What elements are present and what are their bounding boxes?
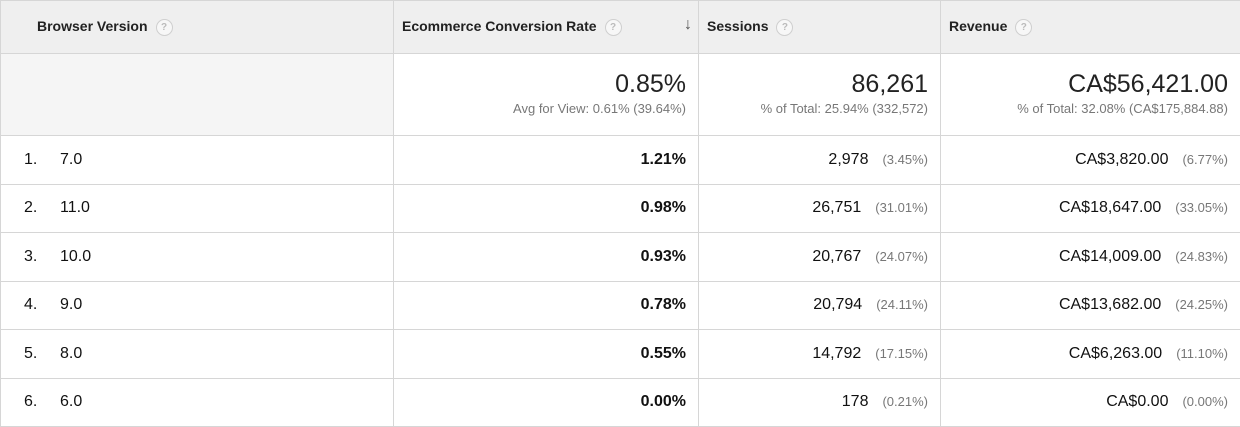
- help-icon[interactable]: ?: [1015, 19, 1032, 36]
- totals-row: 0.85% Avg for View: 0.61% (39.64%) 86,26…: [1, 54, 1240, 136]
- total-subtext: % of Total: 32.08% (CA$175,884.88): [941, 101, 1228, 116]
- cell-conversion-rate: 0.55%: [394, 330, 699, 379]
- row-index: 6.: [24, 393, 60, 411]
- revenue-percent: (24.25%): [1175, 297, 1228, 312]
- cell-conversion-rate: 0.98%: [394, 184, 699, 233]
- browser-version-link[interactable]: 6.0: [60, 393, 82, 410]
- arrow-down-icon[interactable]: ↓: [684, 16, 692, 34]
- revenue-percent: (11.10%): [1176, 346, 1228, 361]
- sessions-value: 14,792: [812, 345, 861, 362]
- total-revenue: CA$56,421.00 % of Total: 32.08% (CA$175,…: [941, 54, 1240, 136]
- revenue-percent: (6.77%): [1182, 152, 1228, 167]
- cell-browser-version[interactable]: 6.6.0: [1, 378, 394, 427]
- header-label: Revenue: [949, 18, 1007, 34]
- row-index: 3.: [24, 248, 60, 266]
- sessions-percent: (0.21%): [882, 394, 928, 409]
- revenue-value: CA$6,263.00: [1069, 345, 1162, 362]
- total-value: 0.85%: [394, 70, 686, 98]
- cell-conversion-rate: 0.78%: [394, 281, 699, 330]
- sessions-value: 20,767: [812, 248, 861, 265]
- sessions-percent: (24.07%): [875, 249, 928, 264]
- header-label: Browser Version: [37, 18, 148, 34]
- revenue-value: CA$0.00: [1106, 393, 1168, 410]
- table-header-row: Browser Version? Ecommerce Conversion Ra…: [1, 1, 1240, 54]
- sessions-percent: (17.15%): [875, 346, 928, 361]
- browser-version-link[interactable]: 9.0: [60, 296, 82, 313]
- browser-version-link[interactable]: 11.0: [60, 199, 90, 216]
- header-label: Sessions: [707, 18, 768, 34]
- cell-revenue: CA$0.00 (0.00%): [941, 378, 1240, 427]
- cell-browser-version[interactable]: 2.11.0: [1, 184, 394, 233]
- help-icon[interactable]: ?: [156, 19, 173, 36]
- cell-conversion-rate: 1.21%: [394, 136, 699, 185]
- cell-revenue: CA$13,682.00 (24.25%): [941, 281, 1240, 330]
- header-label: Ecommerce Conversion Rate: [402, 18, 597, 34]
- cell-revenue: CA$14,009.00 (24.83%): [941, 233, 1240, 282]
- revenue-percent: (24.83%): [1175, 249, 1228, 264]
- sessions-value: 26,751: [812, 199, 861, 216]
- row-index: 5.: [24, 345, 60, 363]
- revenue-percent: (33.05%): [1175, 200, 1228, 215]
- cell-sessions: 14,792 (17.15%): [699, 330, 941, 379]
- header-sessions[interactable]: Sessions?: [699, 1, 941, 54]
- browser-version-link[interactable]: 8.0: [60, 345, 82, 362]
- cell-browser-version[interactable]: 3.10.0: [1, 233, 394, 282]
- sessions-percent: (3.45%): [882, 152, 928, 167]
- cell-sessions: 20,767 (24.07%): [699, 233, 941, 282]
- total-value: CA$56,421.00: [941, 70, 1228, 98]
- total-value: 86,261: [699, 70, 928, 98]
- cell-browser-version[interactable]: 4.9.0: [1, 281, 394, 330]
- cell-revenue: CA$18,647.00 (33.05%): [941, 184, 1240, 233]
- browser-version-link[interactable]: 10.0: [60, 248, 91, 265]
- cell-revenue: CA$3,820.00 (6.77%): [941, 136, 1240, 185]
- total-subtext: % of Total: 25.94% (332,572): [699, 101, 928, 116]
- sessions-percent: (31.01%): [875, 200, 928, 215]
- row-index: 1.: [24, 151, 60, 169]
- header-conversion-rate[interactable]: Ecommerce Conversion Rate? ↓: [394, 1, 699, 54]
- revenue-value: CA$14,009.00: [1059, 248, 1161, 265]
- row-index: 4.: [24, 296, 60, 314]
- header-revenue[interactable]: Revenue?: [941, 1, 1240, 54]
- revenue-value: CA$3,820.00: [1075, 151, 1168, 168]
- sessions-percent: (24.11%): [876, 297, 928, 312]
- browser-version-link[interactable]: 7.0: [60, 151, 82, 168]
- cell-sessions: 20,794 (24.11%): [699, 281, 941, 330]
- cell-sessions: 26,751 (31.01%): [699, 184, 941, 233]
- revenue-value: CA$18,647.00: [1059, 199, 1161, 216]
- sessions-value: 20,794: [813, 296, 862, 313]
- sessions-value: 178: [842, 393, 869, 410]
- header-browser-version[interactable]: Browser Version?: [1, 1, 394, 54]
- cell-conversion-rate: 0.00%: [394, 378, 699, 427]
- row-index: 2.: [24, 199, 60, 217]
- total-conversion-rate: 0.85% Avg for View: 0.61% (39.64%): [394, 54, 699, 136]
- cell-sessions: 2,978 (3.45%): [699, 136, 941, 185]
- revenue-percent: (0.00%): [1182, 394, 1228, 409]
- cell-browser-version[interactable]: 1.7.0: [1, 136, 394, 185]
- totals-empty-cell: [1, 54, 394, 136]
- cell-revenue: CA$6,263.00 (11.10%): [941, 330, 1240, 379]
- help-icon[interactable]: ?: [605, 19, 622, 36]
- sessions-value: 2,978: [828, 151, 868, 168]
- total-subtext: Avg for View: 0.61% (39.64%): [394, 101, 686, 116]
- cell-conversion-rate: 0.93%: [394, 233, 699, 282]
- total-sessions: 86,261 % of Total: 25.94% (332,572): [699, 54, 941, 136]
- help-icon[interactable]: ?: [776, 19, 793, 36]
- revenue-value: CA$13,682.00: [1059, 296, 1161, 313]
- cell-sessions: 178 (0.21%): [699, 378, 941, 427]
- cell-browser-version[interactable]: 5.8.0: [1, 330, 394, 379]
